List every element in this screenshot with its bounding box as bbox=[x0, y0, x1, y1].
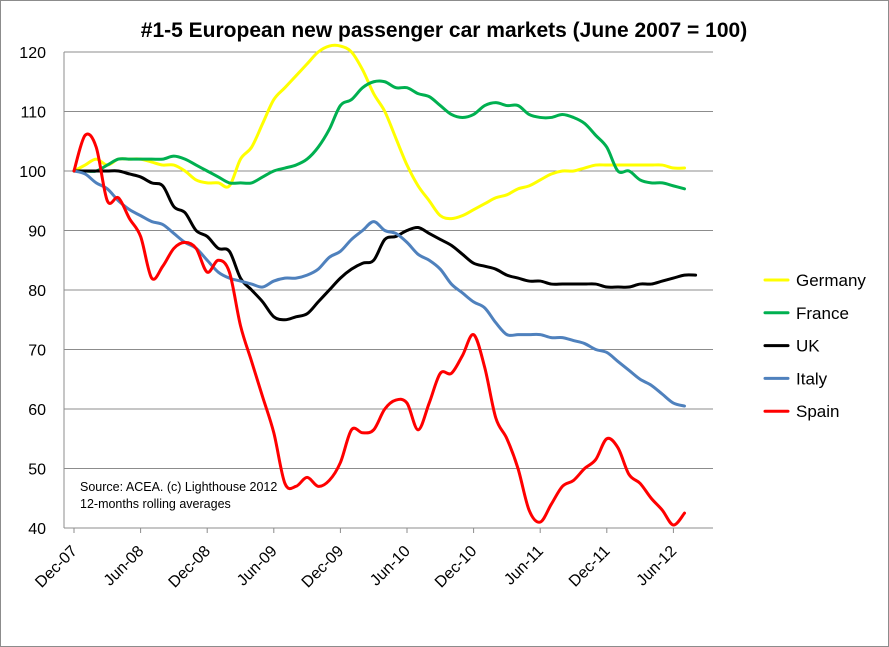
x-tick-label-Jun-10: Jun-10 bbox=[367, 543, 414, 590]
series-line-france bbox=[72, 79, 686, 191]
y-tick-label-40: 40 bbox=[28, 521, 46, 538]
y-tick-label-50: 50 bbox=[28, 462, 46, 479]
rolling-average-note: 12-months rolling averages bbox=[80, 497, 231, 511]
x-tick-label-Jun-08: Jun-08 bbox=[101, 543, 148, 590]
legend-label-spain: Spain bbox=[796, 402, 839, 421]
x-tick-label-Jun-09: Jun-09 bbox=[234, 543, 281, 590]
x-tick-label-Dec-11: Dec-11 bbox=[566, 543, 614, 591]
axes bbox=[63, 52, 713, 529]
series-line-spain bbox=[72, 132, 686, 527]
y-tick-label-120: 120 bbox=[19, 45, 46, 62]
x-tick-label-Dec-09: Dec-09 bbox=[299, 543, 348, 592]
series-lines bbox=[72, 43, 698, 527]
legend-label-germany: Germany bbox=[796, 271, 866, 290]
y-tick-label-110: 110 bbox=[20, 105, 46, 122]
chart-title: #1-5 European new passenger car markets … bbox=[141, 19, 747, 42]
x-axis-ticks: Dec-07 Jun-08 Dec-08 Jun-09 Dec-09 Jun-10 Dec-… bbox=[32, 528, 680, 591]
legend-label-france: France bbox=[796, 304, 849, 323]
y-axis-ticks: 40 50 60 70 80 90 100 110 120 bbox=[19, 45, 46, 538]
x-tick-label-Dec-08: Dec-08 bbox=[166, 543, 215, 592]
y-tick-label-80: 80 bbox=[28, 283, 46, 300]
y-tick-label-100: 100 bbox=[19, 164, 46, 181]
x-tick-label-Dec-07: Dec-07 bbox=[32, 543, 81, 592]
series-line-uk bbox=[72, 169, 698, 322]
legend: Germany France UK Italy Spain bbox=[763, 271, 866, 421]
x-tick-label-Dec-10: Dec-10 bbox=[432, 543, 481, 592]
source-note: Source: ACEA. (c) Lighthouse 2012 bbox=[80, 480, 277, 494]
y-tick-label-90: 90 bbox=[28, 224, 46, 241]
series-line-germany bbox=[72, 43, 686, 221]
y-tick-label-60: 60 bbox=[28, 402, 46, 419]
x-tick-label-Jun-12: Jun-12 bbox=[634, 543, 681, 590]
legend-label-uk: UK bbox=[796, 337, 820, 356]
x-tick-label-Jun-11: Jun-11 bbox=[501, 543, 547, 589]
legend-label-italy: Italy bbox=[796, 369, 828, 388]
series-line-italy bbox=[72, 169, 686, 408]
y-tick-label-70: 70 bbox=[28, 343, 46, 360]
